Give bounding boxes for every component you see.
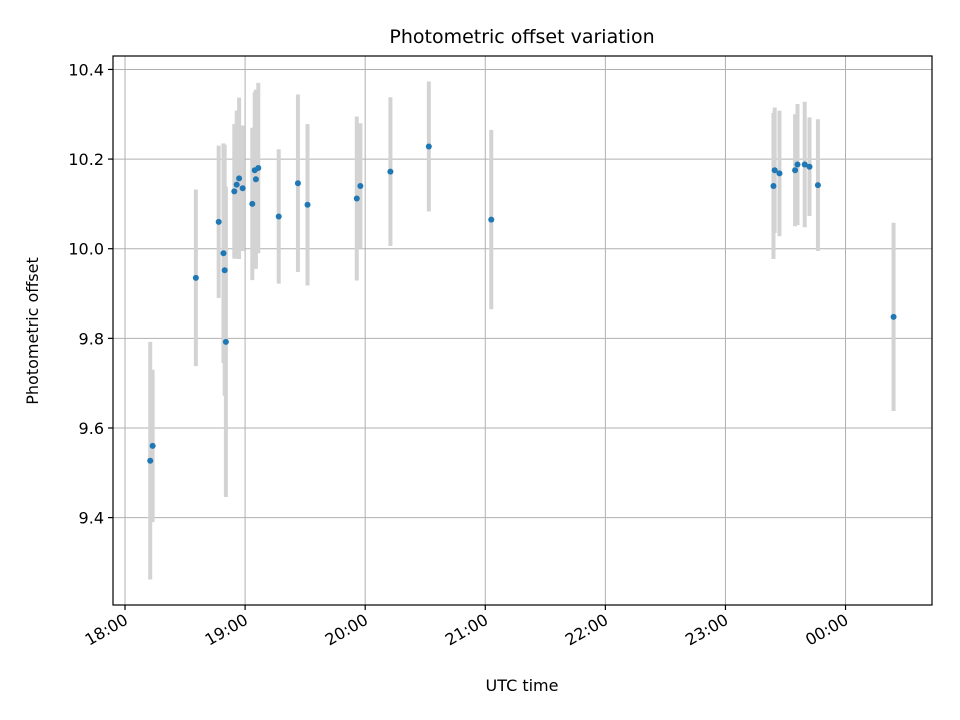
data-point [249, 200, 256, 207]
data-point [233, 181, 240, 188]
axes-frame [112, 55, 933, 606]
data-point [192, 274, 199, 281]
y-tick-label: 10.2 [68, 150, 104, 169]
data-point [304, 201, 311, 208]
y-tick-label: 9.4 [79, 509, 104, 528]
data-point [425, 143, 432, 150]
data-point [147, 457, 154, 464]
data-point [220, 250, 227, 257]
data-point [239, 185, 246, 192]
data-point [231, 188, 238, 195]
y-tick-label: 10.0 [68, 240, 104, 259]
data-point [255, 165, 262, 172]
data-point [252, 176, 259, 183]
data-point [794, 161, 801, 168]
data-point [806, 163, 813, 170]
data-point [149, 442, 156, 449]
data-point [488, 216, 495, 223]
data-point [353, 195, 360, 202]
data-point [221, 267, 228, 274]
y-tick-label: 9.6 [79, 419, 104, 438]
grid-lines [113, 56, 932, 605]
data-points [147, 143, 897, 464]
data-point [387, 168, 394, 175]
y-axis-label: Photometric offset [23, 257, 42, 405]
data-point [814, 182, 821, 189]
data-point [275, 213, 282, 220]
data-point [770, 182, 777, 189]
data-point [357, 182, 364, 189]
chart-title: Photometric offset variation [389, 26, 654, 48]
y-axis-ticks: 9.4 9.6 9.8 10.0 10.2 10.4 [68, 60, 113, 528]
data-point [771, 167, 778, 174]
data-point [792, 167, 799, 174]
x-axis-label: UTC time [486, 676, 559, 695]
data-point [215, 218, 222, 225]
data-point [236, 175, 243, 182]
data-point [801, 161, 808, 168]
data-point [890, 313, 897, 320]
y-tick-label: 9.8 [79, 329, 104, 348]
data-point [294, 180, 301, 187]
data-point [222, 338, 229, 345]
y-tick-label: 10.4 [68, 60, 104, 79]
data-point [776, 170, 783, 177]
